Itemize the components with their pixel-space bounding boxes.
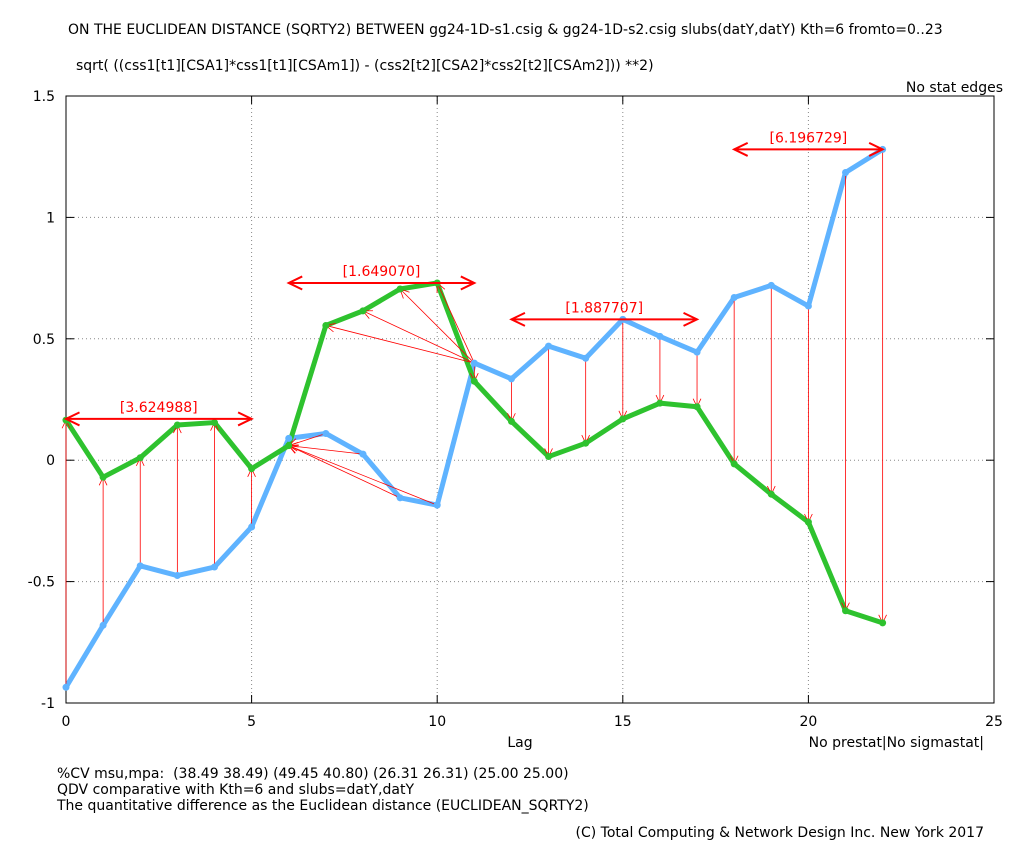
series-1-point	[136, 562, 144, 570]
y-tick-label: 0	[46, 453, 55, 469]
series-1-point	[804, 302, 812, 310]
series-1-point	[693, 348, 701, 356]
series-1-point	[62, 683, 70, 691]
series-1-point	[582, 354, 590, 362]
series-1-point	[285, 434, 293, 442]
series-1-point	[545, 342, 553, 350]
series-1-point	[173, 572, 181, 580]
series-1-point	[433, 501, 441, 509]
x-tick-label: 10	[428, 714, 446, 730]
plot-frame	[65, 95, 995, 704]
series-2-point	[322, 321, 330, 329]
y-tick-label: 1	[46, 210, 55, 226]
chart-subtitle: sqrt( ((css1[t1][CSA1]*css1[t1][CSAm1]) …	[76, 58, 654, 74]
y-tick-label: 1.5	[33, 89, 55, 105]
series-1-point	[248, 523, 256, 531]
segment-arrowhead-right	[237, 411, 254, 427]
series-1-point	[842, 168, 850, 176]
series-2-point	[804, 518, 812, 526]
corner-note: No stat edges	[906, 80, 1003, 96]
series-1-point	[322, 429, 330, 437]
series-2-point	[210, 419, 218, 427]
chart-title: ON THE EUCLIDEAN DISTANCE (SQRTY2) BETWE…	[68, 22, 943, 38]
series-2-point	[842, 607, 850, 615]
fan-arrow	[288, 445, 438, 506]
series-1-point	[470, 359, 478, 367]
segment-arrowhead-left	[286, 275, 303, 291]
series-2-point	[582, 439, 590, 447]
series-2-point	[619, 415, 627, 423]
series-2-point	[99, 473, 107, 481]
series-2-point	[545, 453, 553, 461]
fan-arrow	[325, 325, 475, 364]
y-tick-label: -0.5	[28, 575, 55, 591]
x-tick-label: 25	[985, 714, 1003, 730]
series-1-point	[730, 294, 738, 302]
segment-arrowhead-left	[509, 311, 526, 327]
fan-arrow	[436, 282, 475, 364]
x-tick-label: 20	[799, 714, 817, 730]
series-2-point	[879, 619, 887, 627]
series-2-point	[248, 465, 256, 473]
series-1-point	[656, 332, 664, 340]
segment-arrowhead-left	[63, 411, 80, 427]
series-2-point	[767, 490, 775, 498]
x-tick-label: 15	[614, 714, 632, 730]
segment-distance-label: [6.196729]	[770, 130, 848, 146]
segment-arrowhead-left	[731, 141, 749, 157]
series-2-point	[173, 421, 181, 429]
series-2-point	[507, 417, 515, 425]
series-1-point	[507, 375, 515, 383]
segment-arrowhead-right	[868, 141, 885, 157]
segment-distance-label: [3.624988]	[120, 400, 198, 416]
series-1-point	[767, 281, 775, 289]
x-tick-label: 5	[247, 714, 256, 730]
series-2-point	[656, 399, 664, 407]
footer-qdv-line: QDV comparative with Kth=6 and slubs=dat…	[57, 782, 415, 798]
footer-cv-line: %CV msu,mpa: (38.49 38.49) (49.45 40.80)…	[57, 766, 569, 782]
fan-arrow	[362, 310, 475, 364]
series-1-point	[359, 450, 367, 458]
segment-distance-label: [1.887707]	[565, 300, 643, 316]
x-axis-right-label: No prestat|No sigmastat|	[809, 735, 984, 751]
series-2-point	[693, 403, 701, 411]
series-2-point	[285, 442, 293, 450]
y-tick-label: -1	[41, 696, 55, 712]
footer-description-line: The quantitative difference as the Eucli…	[57, 798, 589, 814]
y-tick-label: 0.5	[33, 332, 55, 348]
fan-arrow	[288, 445, 364, 455]
segment-arrowhead-right	[683, 311, 700, 327]
series-2-point	[470, 377, 478, 385]
copyright: (C) Total Computing & Network Design Inc…	[575, 825, 984, 841]
series-2-point	[396, 285, 404, 293]
series-1-point	[210, 563, 218, 571]
fan-arrow	[288, 445, 401, 499]
x-axis-label: Lag	[507, 735, 532, 751]
segment-distance-label: [1.649070]	[343, 264, 421, 280]
series-2-point	[136, 454, 144, 462]
fan-arrow	[399, 288, 475, 364]
series-2-point	[359, 307, 367, 315]
series-2-point	[730, 460, 738, 468]
segment-arrowhead-right	[460, 275, 477, 291]
x-tick-label: 0	[62, 714, 71, 730]
series-1-point	[99, 621, 107, 629]
series-1-point	[396, 494, 404, 502]
